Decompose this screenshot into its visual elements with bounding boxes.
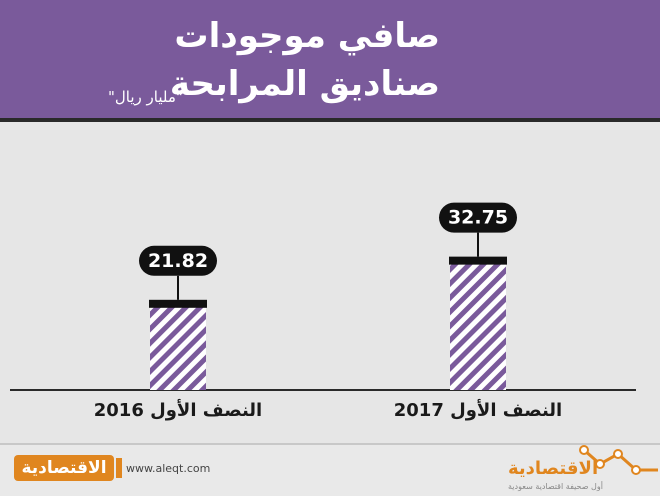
bar-1 [150,303,206,390]
website-link[interactable]: www.aleqt.com [126,462,211,475]
data-label-1: 21.82 [148,250,208,272]
bar-cap-2 [449,256,507,265]
bar-cap-1 [149,299,207,308]
bar-2 [450,260,506,390]
brand-mark-icon [116,458,122,478]
chart-title-line2: صناديق المرابحة [169,64,440,104]
value-pill-1 [139,245,217,276]
brand-logo-left: الاقتصادية [14,455,114,481]
brand-tagline: أول صحيفة اقتصادية سعودية [508,482,603,491]
header-divider [0,118,660,122]
sparkline-icon [579,445,658,475]
brand-logo-right: الاقتصادية [508,458,599,479]
header-banner [0,0,660,118]
footer-divider [0,443,660,445]
category-label-1: النصف الأول 2016 [94,399,262,421]
data-label-2: 32.75 [448,207,508,229]
chart-title-line1: صافي موجودات [174,16,440,56]
unit-label: "مليار ريال" [108,88,183,106]
category-label-2: النصف الأول 2017 [394,399,562,421]
bar-chart: 21.82 النصف الأول 2016 32.75 النصف الأول 20… [10,202,636,421]
value-pill-2 [439,202,517,233]
